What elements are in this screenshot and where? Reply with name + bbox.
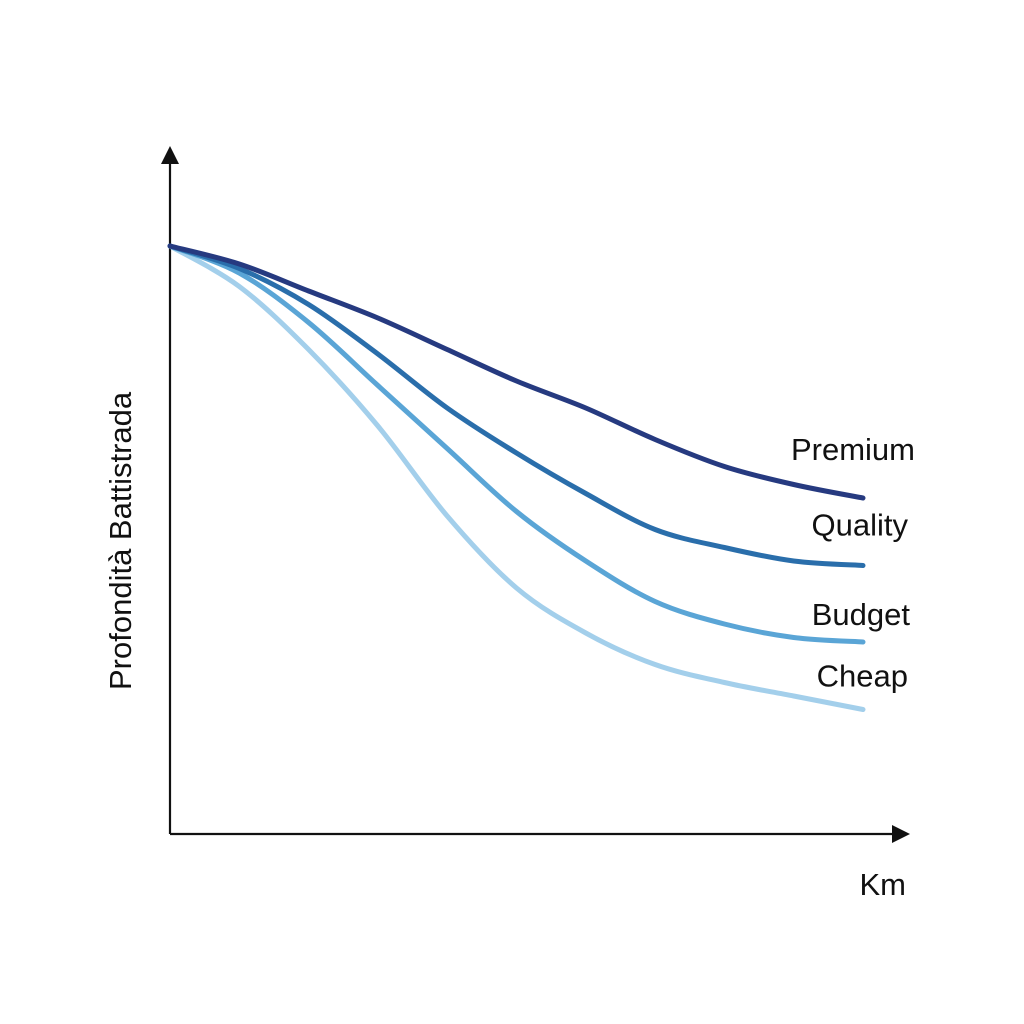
series-line-budget	[167, 243, 866, 645]
y-axis-arrow-icon	[161, 146, 179, 164]
series-label-budget: Budget	[812, 597, 911, 632]
x-axis-arrow-icon	[892, 825, 910, 843]
series-label-premium: Premium	[791, 432, 915, 467]
series-label-quality: Quality	[812, 508, 909, 543]
series-line-premium	[167, 243, 866, 501]
series-layer: Premium Quality Budget Cheap	[167, 243, 915, 712]
series-line-cheap	[167, 243, 866, 712]
y-axis-label: Profondità Battistrada	[103, 391, 138, 690]
series-line-quality	[167, 243, 866, 568]
axes	[161, 146, 910, 843]
series-label-cheap: Cheap	[817, 659, 908, 694]
x-axis-label: Km	[860, 867, 907, 902]
